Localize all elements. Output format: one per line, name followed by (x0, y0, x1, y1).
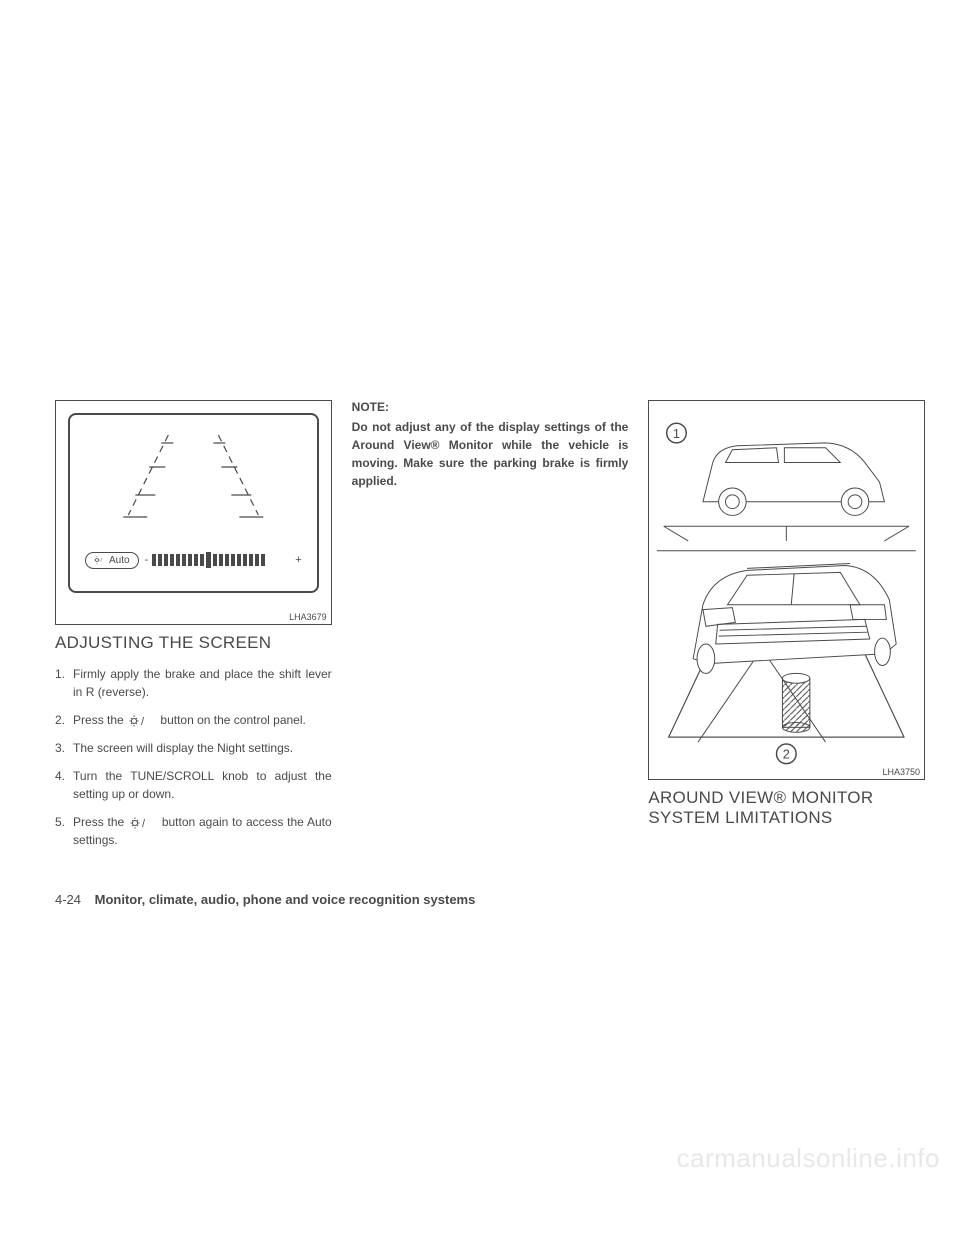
list-item: 4. Turn the TUNE/SCROLL knob to adjust t… (55, 767, 332, 803)
column-3: 1 (648, 400, 925, 859)
page-footer: 4-24 Monitor, climate, audio, phone and … (55, 892, 475, 907)
page-columns: / Auto - (55, 400, 925, 859)
auto-button: / Auto (85, 552, 139, 569)
figure-screen-adjust: / Auto - (55, 400, 332, 625)
vehicle-diagram: 1 (649, 401, 924, 779)
brightness-bar: / Auto - (85, 549, 302, 571)
step-text: Firmly apply the brake and place the shi… (73, 665, 332, 701)
step-number: 5. (55, 813, 65, 849)
steps-list: 1. Firmly apply the brake and place the … (55, 665, 332, 849)
list-item: 2. Press the / button on (55, 711, 332, 729)
heading-around-view: AROUND VIEW® MONITOR SYSTEM LIMITATIONS (648, 788, 925, 828)
svg-text:/: / (101, 558, 103, 564)
figure-label: LHA3750 (882, 767, 920, 777)
step-number: 3. (55, 739, 65, 757)
brightness-icon: / (94, 555, 106, 565)
svg-text:/: / (141, 716, 145, 727)
section-title: Monitor, climate, audio, phone and voice… (95, 892, 476, 907)
figure-around-view: 1 (648, 400, 925, 780)
step-text: Press the / button on the control panel. (73, 711, 332, 729)
list-item: 1. Firmly apply the brake and place the … (55, 665, 332, 701)
step-text: Turn the TUNE/SCROLL knob to adjust the … (73, 767, 332, 803)
svg-text:1: 1 (673, 426, 680, 441)
step-text: The screen will display the Night settin… (73, 739, 332, 757)
step-text: Press the / button again to access the A… (73, 813, 332, 849)
note-body: Do not adjust any of the display setting… (352, 418, 629, 490)
note-heading: NOTE: (352, 400, 629, 414)
figure-label: LHA3679 (289, 612, 327, 622)
rearview-guidelines (70, 425, 317, 525)
step-number: 1. (55, 665, 65, 701)
slider-ticks (152, 554, 291, 566)
svg-text:2: 2 (783, 747, 790, 762)
list-item: 3. The screen will display the Night set… (55, 739, 332, 757)
display-screen: / Auto - (68, 413, 319, 593)
heading-adjusting-screen: ADJUSTING THE SCREEN (55, 633, 332, 653)
step-number: 2. (55, 711, 65, 729)
svg-text:/: / (142, 818, 146, 829)
brightness-slider: - + (145, 554, 302, 566)
watermark: carmanualsonline.info (677, 1143, 940, 1174)
brightness-moon-icon: / (129, 715, 155, 727)
auto-label: Auto (109, 555, 130, 566)
page-number: 4-24 (55, 892, 81, 907)
minus-label: - (145, 554, 149, 566)
step-number: 4. (55, 767, 65, 803)
brightness-moon-icon: / (130, 817, 156, 829)
column-1: / Auto - (55, 400, 332, 859)
plus-label: + (295, 554, 301, 566)
column-2: NOTE: Do not adjust any of the display s… (352, 400, 629, 859)
list-item: 5. Press the / button aga (55, 813, 332, 849)
